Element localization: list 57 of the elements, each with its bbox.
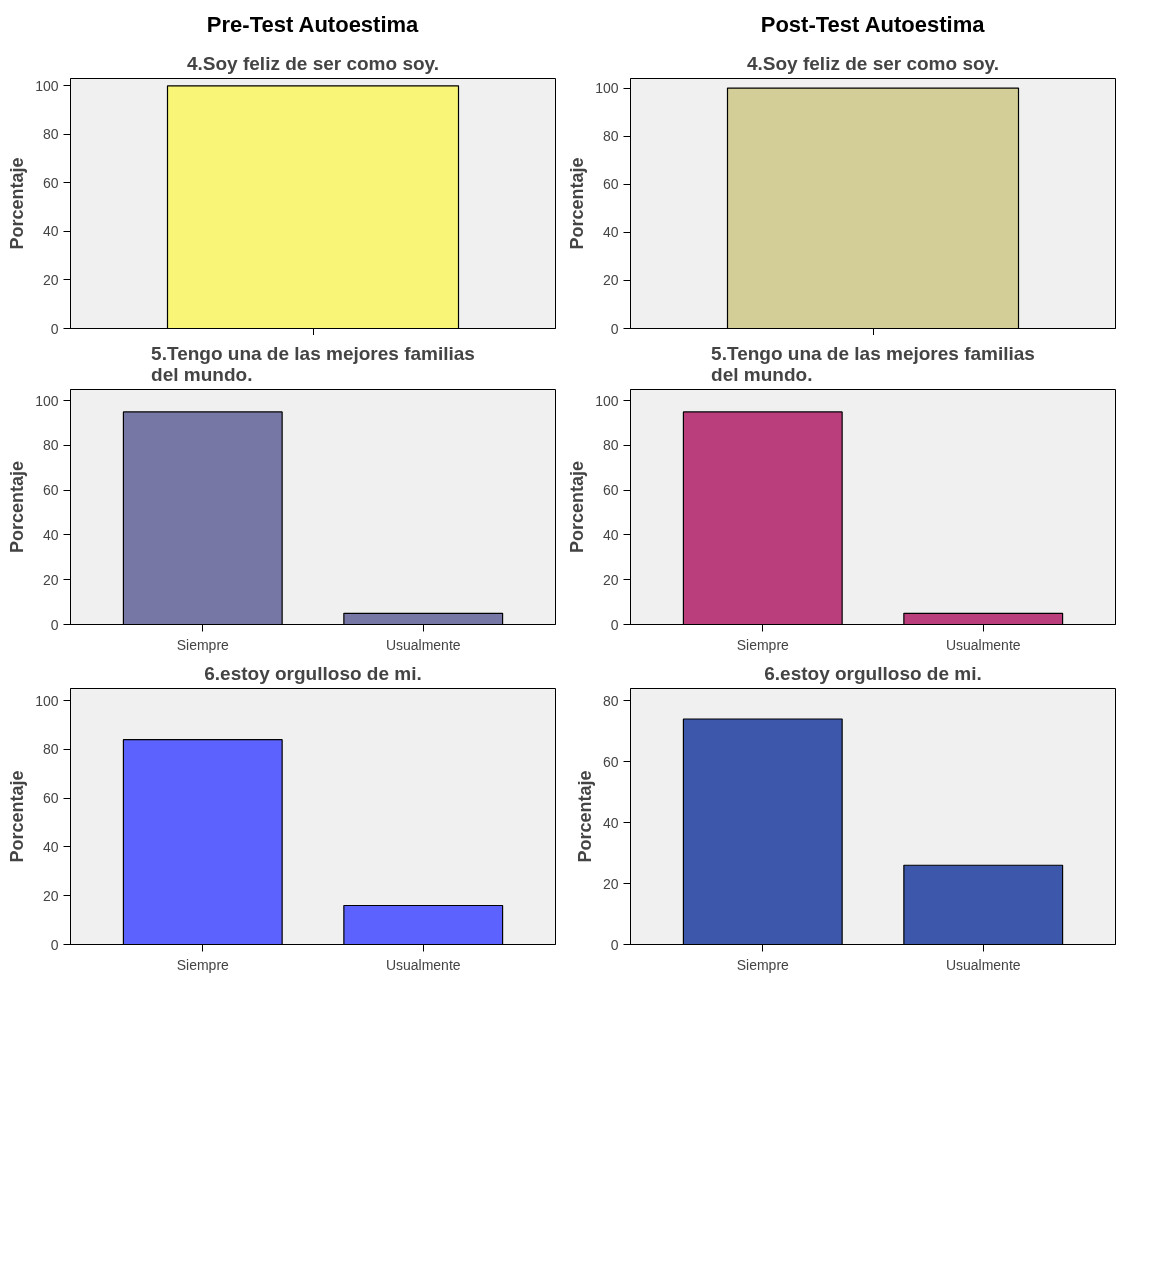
x-tick-label: Usualmente	[385, 636, 461, 653]
text: Post-Test Autoestima	[760, 11, 986, 37]
chart-title: 6.estoy orgulloso de mi.	[764, 662, 982, 684]
y-tick-label: 40	[602, 526, 619, 543]
x-tick-label: Siempre	[176, 636, 230, 653]
y-tick-label: 100	[595, 80, 619, 97]
y-axis-title: Porcentaje	[7, 770, 28, 863]
y-tick-label: 0	[50, 616, 59, 633]
y-tick-label: 60	[602, 753, 619, 770]
x-tick-label: Siempre	[176, 956, 230, 973]
y-axis-title: Porcentaje	[7, 157, 28, 250]
chart-title: 5.Tengo una de las mejores familias del mundo.	[711, 342, 1035, 385]
y-tick-label: 20	[42, 271, 59, 288]
y-tick-label: 40	[42, 223, 59, 240]
y-tick-label: 0	[610, 616, 619, 633]
x-tick-label: Usualmente	[945, 636, 1021, 653]
y-tick-label: 20	[42, 887, 59, 904]
y-tick-label: 80	[42, 437, 59, 454]
y-axis-title: Porcentaje	[567, 460, 588, 554]
chart-title: 4.Soy feliz de ser como soy.	[186, 52, 440, 74]
y-tick-label: 60	[42, 174, 59, 191]
y-tick-label: 60	[42, 790, 59, 807]
y-tick-label: 80	[42, 126, 59, 143]
x-tick-label: Siempre	[736, 636, 790, 653]
y-tick-label: 0	[610, 936, 619, 953]
y-tick-label: 100	[35, 692, 59, 709]
y-tick-label: 20	[602, 571, 619, 588]
y-axis-title: Porcentaje	[567, 157, 588, 250]
y-tick-label: 100	[595, 392, 619, 409]
x-tick-label: Usualmente	[945, 956, 1021, 973]
y-tick-label: 40	[602, 224, 619, 241]
x-tick-label: Siempre	[736, 956, 790, 973]
y-tick-label: 20	[602, 875, 619, 892]
y-tick-label: 100	[35, 392, 59, 409]
chart-title: 4.Soy feliz de ser como soy.	[746, 52, 1000, 74]
y-tick-label: 0	[50, 320, 59, 337]
chart-title: 6.estoy orgulloso de mi.	[204, 662, 422, 684]
y-tick-label: 80	[42, 741, 59, 758]
y-tick-label: 20	[42, 571, 59, 588]
y-tick-label: 20	[602, 272, 619, 289]
y-tick-label: 100	[35, 77, 59, 94]
y-tick-label: 80	[602, 437, 619, 454]
chart-title: 5.Tengo una de las mejores familias del mundo.	[151, 342, 475, 385]
y-tick-label: 0	[610, 320, 619, 337]
text: Pre-Test Autoestima	[206, 11, 420, 37]
y-tick-label: 40	[42, 526, 59, 543]
y-tick-label: 0	[50, 936, 59, 953]
y-tick-label: 60	[602, 176, 619, 193]
y-axis-title: Porcentaje	[574, 770, 595, 863]
y-tick-label: 40	[602, 814, 619, 831]
y-tick-label: 40	[42, 838, 59, 855]
y-tick-label: 60	[602, 482, 619, 499]
y-axis-title: Porcentaje	[7, 460, 28, 554]
y-tick-label: 80	[602, 692, 619, 709]
x-tick-label: Usualmente	[385, 956, 461, 973]
y-tick-label: 60	[42, 482, 59, 499]
y-tick-label: 80	[602, 128, 619, 145]
